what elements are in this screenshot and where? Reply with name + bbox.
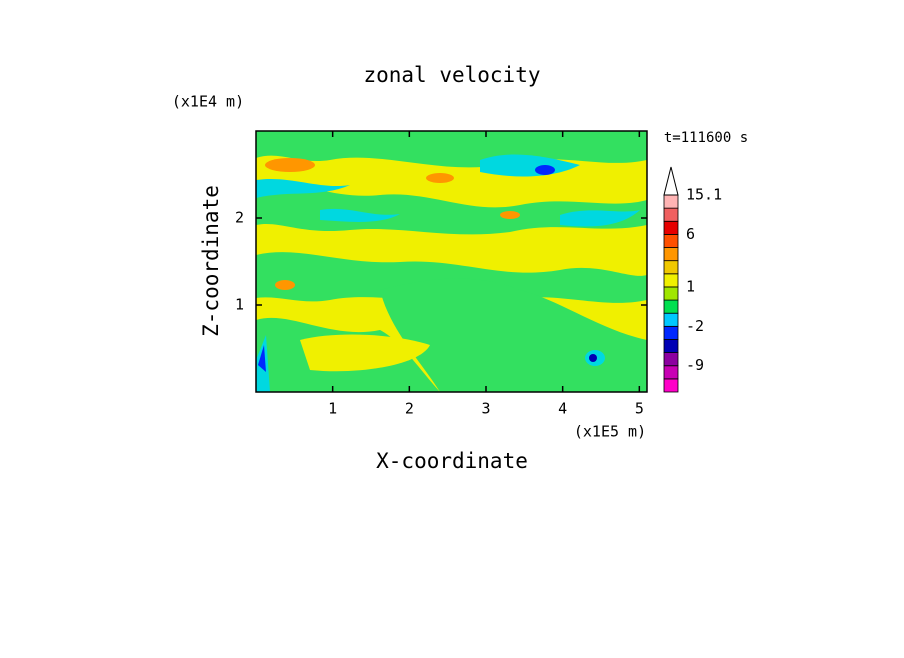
colorbar-segment xyxy=(663,299,679,314)
colorbar-label: -9 xyxy=(686,356,704,374)
colorbar-label: -2 xyxy=(686,317,704,335)
x-tick-label: 2 xyxy=(405,400,414,418)
y-unit: (x1E4 m) xyxy=(172,93,244,111)
x-unit: (x1E5 m) xyxy=(574,423,646,441)
colorbar-segment xyxy=(663,352,679,367)
colorbar-segment xyxy=(663,312,679,327)
colorbar-segment xyxy=(663,220,679,235)
colorbar-segment xyxy=(663,339,679,354)
colorbar-label: 15.1 xyxy=(686,186,722,204)
y-axis-label: Z-coordinate xyxy=(199,185,223,337)
colorbar-segment xyxy=(663,325,679,340)
colorbar-segment xyxy=(663,286,679,301)
colorbar-segment xyxy=(663,260,679,275)
colorbar-segment xyxy=(663,365,679,380)
time-annotation: t=111600 s xyxy=(664,130,748,146)
colorbar-extend xyxy=(663,166,679,196)
plot-frame xyxy=(255,130,648,393)
x-axis-label: X-coordinate xyxy=(376,449,528,473)
x-tick-label: 1 xyxy=(328,400,337,418)
colorbar-segment xyxy=(663,273,679,288)
colorbar-segment xyxy=(663,194,679,209)
contour-field xyxy=(256,131,647,392)
y-tick-label: 1 xyxy=(235,296,244,314)
colorbar-label: 1 xyxy=(686,277,695,295)
colorbar-label: 6 xyxy=(686,225,695,243)
colorbar-segment xyxy=(663,233,679,248)
colorbar-segment xyxy=(663,247,679,262)
colorbar-segment xyxy=(663,378,679,393)
x-tick-label: 3 xyxy=(481,400,490,418)
x-tick-label: 4 xyxy=(558,400,567,418)
x-tick-label: 5 xyxy=(635,400,644,418)
y-tick-label: 2 xyxy=(235,209,244,227)
colorbar-segment xyxy=(663,207,679,222)
chart-title: zonal velocity xyxy=(363,63,540,87)
